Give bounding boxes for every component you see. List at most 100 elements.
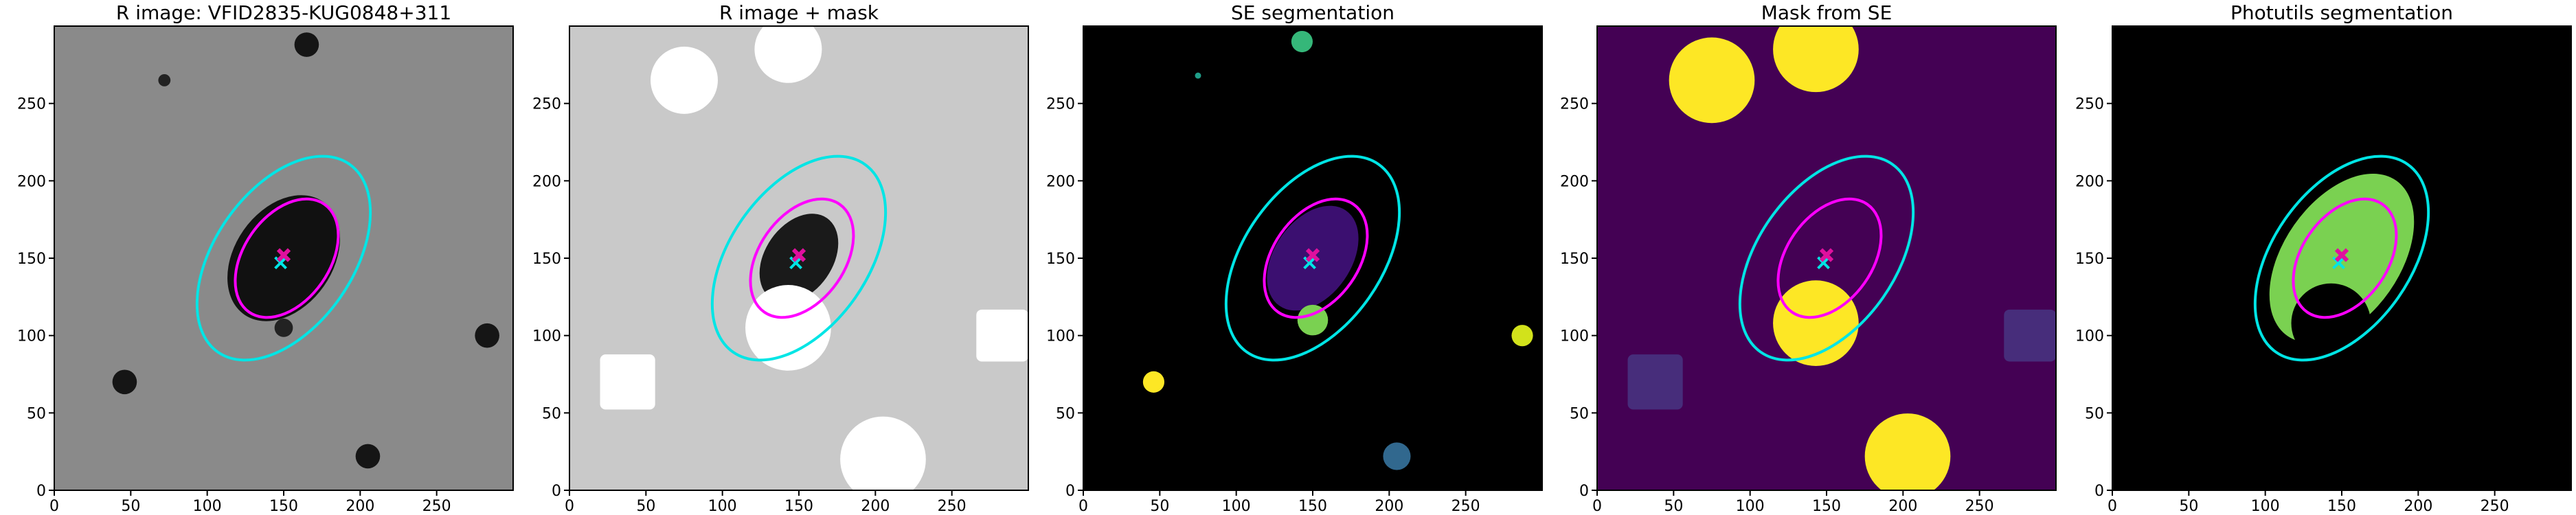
- center-marker: [274, 256, 287, 270]
- x-tick-label: 50: [121, 498, 140, 515]
- x-tick-label: 0: [2108, 498, 2117, 515]
- x-tick-label: 150: [2327, 498, 2356, 515]
- image: [2112, 26, 2571, 490]
- y-tick-label: 0: [552, 483, 561, 500]
- inner-ellipse: [1776, 197, 1883, 319]
- blob: [651, 46, 718, 114]
- outer-ellipse: [195, 154, 372, 362]
- center-marker: [789, 256, 802, 270]
- center-marker: [276, 248, 291, 262]
- blob: [112, 369, 137, 395]
- x-tick-label: 200: [861, 498, 890, 515]
- blob: [1195, 72, 1201, 79]
- inner-ellipse: [749, 197, 855, 319]
- blob: [754, 26, 822, 83]
- x-tick-label: 100: [1736, 498, 1765, 515]
- y-tick-label: 150: [532, 251, 561, 268]
- x-tick-label: 0: [1592, 498, 1602, 515]
- blob: [2291, 283, 2371, 363]
- blob: [840, 416, 926, 490]
- outer-ellipse: [1224, 154, 1401, 362]
- blob: [355, 444, 381, 469]
- x-tick-label: 0: [49, 498, 59, 515]
- blob: [475, 323, 499, 348]
- x-tick-label: 100: [708, 498, 737, 515]
- y-tick-label: 200: [1046, 173, 1075, 190]
- panel-title: SE segmentation: [1231, 1, 1394, 24]
- x-tick-label: 250: [938, 498, 967, 515]
- y-tick-label: 250: [1560, 96, 1589, 113]
- y-tick-label: 150: [2075, 251, 2104, 268]
- y-tick-label: 100: [17, 328, 46, 345]
- x-tick-label: 100: [193, 498, 222, 515]
- y-tick-label: 150: [1560, 251, 1589, 268]
- center-marker: [1303, 256, 1316, 270]
- mask-square: [976, 309, 1028, 362]
- x-tick-label: 250: [2481, 498, 2509, 515]
- x-tick-label: 200: [1375, 498, 1403, 515]
- y-tick-label: 100: [532, 328, 561, 345]
- x-tick-label: 200: [1888, 498, 1917, 515]
- panel: 0 50 100 150 200 250 0 50 100 150 200 250 Photutils …: [2075, 1, 2572, 515]
- center-marker: [2332, 256, 2345, 270]
- y-tick-label: 250: [1046, 96, 1075, 113]
- y-tick-label: 50: [542, 405, 561, 422]
- y-tick-label: 200: [17, 173, 46, 190]
- mask-square: [1627, 354, 1683, 410]
- x-tick-label: 150: [1812, 498, 1841, 515]
- blob: [745, 285, 831, 371]
- y-tick-label: 150: [17, 251, 46, 268]
- y-tick-label: 50: [1056, 405, 1075, 422]
- y-tick-label: 100: [2075, 328, 2104, 345]
- inner-ellipse: [2292, 197, 2398, 319]
- blob: [1383, 442, 1411, 470]
- center-marker: [1817, 256, 1830, 270]
- x-tick-label: 0: [565, 498, 574, 515]
- blob: [1864, 413, 1951, 490]
- image: [1083, 26, 1542, 490]
- blob: [274, 319, 293, 337]
- mask-square: [2004, 309, 2056, 362]
- x-tick-label: 250: [1451, 498, 1480, 515]
- y-tick-label: 250: [17, 96, 46, 113]
- x-tick-label: 150: [269, 498, 298, 515]
- x-tick-label: 0: [1078, 498, 1088, 515]
- center-marker: [1305, 248, 1320, 262]
- panel-title: R image: VFID2835-KUG0848+311: [116, 1, 451, 24]
- blob: [1669, 37, 1755, 124]
- blob: [1142, 371, 1165, 393]
- x-tick-label: 250: [422, 498, 451, 515]
- y-tick-label: 250: [2075, 96, 2104, 113]
- inner-ellipse: [234, 197, 340, 319]
- y-tick-label: 50: [27, 405, 46, 422]
- image: [1597, 26, 2056, 490]
- y-tick-label: 250: [532, 96, 561, 113]
- y-tick-label: 150: [1046, 251, 1075, 268]
- y-tick-label: 0: [36, 483, 46, 500]
- x-tick-label: 50: [2179, 498, 2198, 515]
- panel-title: R image + mask: [719, 1, 879, 24]
- y-tick-label: 100: [1046, 328, 1075, 345]
- x-tick-label: 200: [2404, 498, 2432, 515]
- x-tick-label: 200: [346, 498, 374, 515]
- blob: [1291, 30, 1313, 53]
- panel: 0 50 100 150 200 250 0 50 100 150 200 250 SE segment…: [1046, 1, 1543, 515]
- y-tick-label: 50: [2085, 405, 2104, 422]
- y-tick-label: 50: [1570, 405, 1589, 422]
- panel: 0 50 100 150 200 250 0 50 100 150 200 250 R image: V…: [17, 1, 514, 515]
- y-tick-label: 100: [1560, 328, 1589, 345]
- y-tick-label: 200: [532, 173, 561, 190]
- blob: [1297, 304, 1329, 336]
- x-tick-label: 50: [1664, 498, 1683, 515]
- panel-title: Photutils segmentation: [2230, 1, 2453, 24]
- center-marker: [1819, 248, 1834, 262]
- x-tick-label: 50: [1150, 498, 1169, 515]
- y-tick-label: 200: [1560, 173, 1589, 190]
- x-tick-label: 150: [1298, 498, 1327, 515]
- outer-ellipse: [710, 154, 888, 362]
- image: [54, 26, 513, 490]
- x-tick-label: 100: [2251, 498, 2280, 515]
- panel-title: Mask from SE: [1761, 1, 1893, 24]
